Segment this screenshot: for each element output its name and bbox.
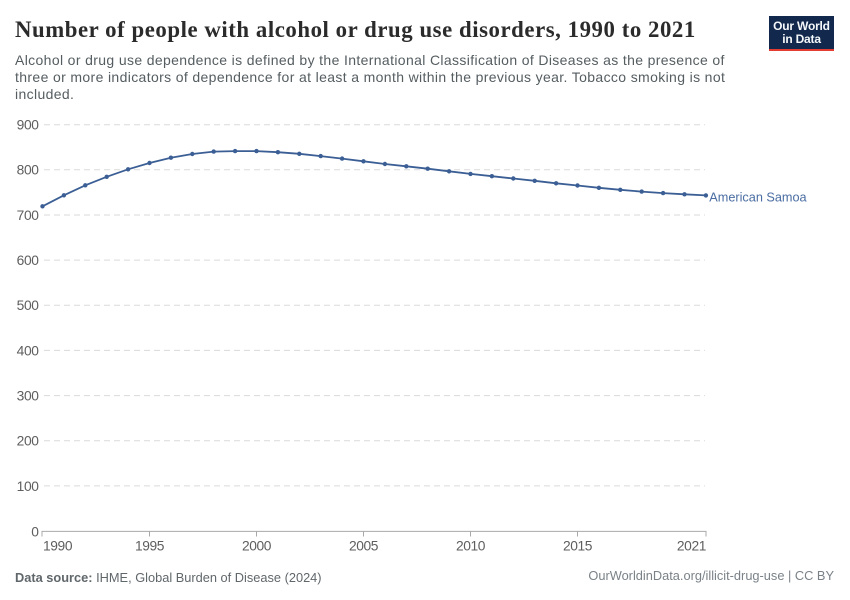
svg-text:500: 500 [17,298,40,313]
svg-text:100: 100 [17,479,40,494]
svg-text:200: 200 [17,434,40,449]
svg-text:2021: 2021 [677,539,706,554]
svg-text:2000: 2000 [242,539,272,554]
svg-text:1990: 1990 [43,539,73,554]
svg-text:2010: 2010 [456,539,486,554]
svg-text:American Samoa: American Samoa [709,191,807,205]
svg-text:700: 700 [17,208,40,223]
svg-text:900: 900 [17,118,40,133]
svg-text:2015: 2015 [563,539,593,554]
svg-text:800: 800 [17,163,40,178]
svg-text:2005: 2005 [349,539,379,554]
svg-text:1995: 1995 [135,539,165,554]
svg-text:300: 300 [17,389,40,404]
svg-text:400: 400 [17,343,40,358]
svg-text:600: 600 [17,253,40,268]
svg-text:0: 0 [31,524,39,539]
